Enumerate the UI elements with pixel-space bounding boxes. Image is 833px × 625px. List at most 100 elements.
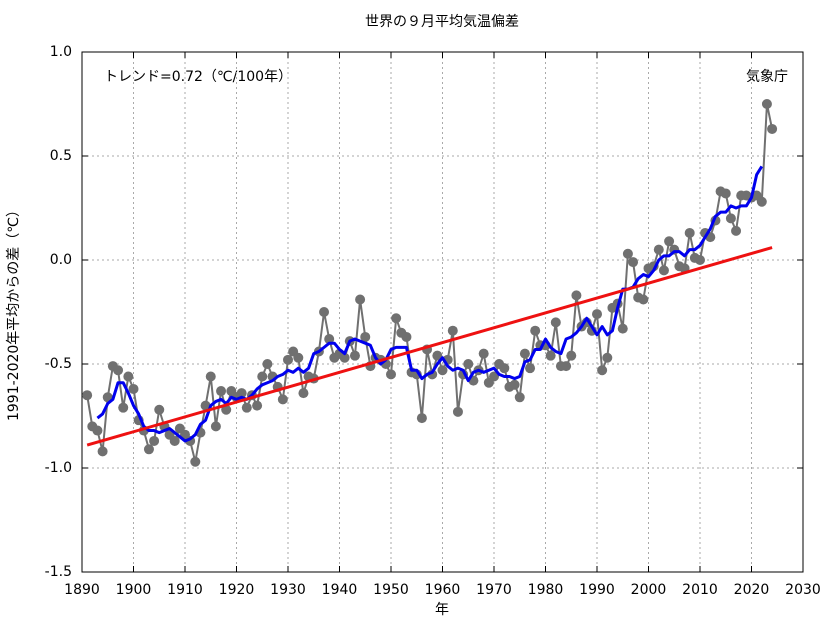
data-point (355, 294, 366, 305)
data-point (149, 435, 160, 446)
x-tick-label: 1920 (219, 582, 255, 598)
data-point (154, 404, 165, 415)
source-annotation: 気象庁 (746, 69, 788, 85)
data-point (756, 196, 767, 207)
data-point (653, 244, 664, 255)
data-point (489, 371, 499, 382)
data-point (298, 388, 309, 399)
data-point (767, 123, 778, 134)
data-point (190, 456, 201, 467)
x-tick-label: 1940 (322, 582, 358, 598)
data-point (277, 394, 288, 405)
y-tick-label: 0.0 (50, 252, 72, 268)
data-point (123, 371, 134, 382)
data-point (592, 309, 602, 320)
x-tick-label: 2030 (785, 582, 821, 598)
x-tick-label: 2000 (631, 582, 667, 598)
data-point (597, 365, 608, 376)
data-point (216, 386, 227, 397)
y-tick-label: -0.5 (45, 356, 72, 372)
data-point (658, 265, 669, 276)
data-point (252, 400, 263, 411)
data-point (545, 350, 556, 361)
data-point (761, 99, 772, 109)
data-point (319, 307, 330, 317)
data-point (241, 402, 252, 413)
data-point (97, 446, 108, 457)
data-point (143, 444, 154, 455)
trend-annotation: トレンド=0.72（℃/100年） (104, 69, 292, 85)
data-point (113, 365, 124, 376)
x-tick-label: 1970 (476, 582, 512, 598)
x-tick-label: 1910 (167, 582, 203, 598)
data-point (386, 369, 396, 380)
data-point (169, 435, 180, 446)
trend-line (86, 246, 773, 447)
data-point (628, 257, 639, 268)
data-point (463, 359, 474, 369)
y-axis-label: 1991-2020年平均からの差（℃） (6, 203, 22, 421)
data-point (128, 383, 139, 394)
data-point (339, 352, 350, 363)
data-point (293, 352, 304, 363)
data-point (452, 406, 463, 417)
data-point (638, 294, 649, 305)
x-axis-label: 年 (435, 602, 449, 618)
x-tick-label: 1960 (425, 582, 461, 598)
data-point (391, 313, 402, 324)
x-tick-label: 1930 (270, 582, 306, 598)
y-tick-label: -1.0 (45, 460, 72, 476)
data-point (550, 317, 561, 328)
data-point (731, 225, 742, 236)
data-point (566, 350, 577, 361)
x-tick-label: 1900 (116, 582, 152, 598)
data-point (525, 363, 536, 374)
data-point (92, 425, 103, 436)
data-point (200, 400, 211, 411)
data-point (210, 421, 221, 432)
data-point (447, 325, 458, 336)
data-point (695, 255, 705, 265)
data-point (360, 331, 371, 342)
data-point (324, 334, 335, 345)
x-tick-label: 1950 (373, 582, 409, 598)
data-point (509, 379, 520, 390)
data-point (499, 363, 510, 374)
data-point (432, 350, 443, 361)
y-tick-label: 1.0 (50, 44, 72, 60)
data-point (82, 390, 93, 401)
data-point (349, 350, 360, 361)
data-point (437, 365, 448, 376)
data-point (283, 354, 293, 365)
data-point (530, 325, 541, 336)
data-point (401, 331, 412, 342)
data-point (720, 188, 731, 199)
data-point (257, 371, 268, 382)
plot-frame (81, 51, 804, 573)
x-tick-label: 2010 (682, 582, 718, 598)
data-point (205, 371, 216, 382)
running-mean-line (96, 165, 764, 443)
x-tick-label: 1990 (579, 582, 615, 598)
data-point (602, 352, 613, 363)
chart-title: 世界の９月平均気温偏差 (365, 14, 519, 30)
x-tick-label: 2020 (734, 582, 770, 598)
x-tick-label: 1980 (528, 582, 564, 598)
data-point (561, 361, 572, 372)
y-tick-label: -1.5 (45, 564, 72, 580)
data-point (236, 388, 247, 399)
data-point (571, 290, 582, 301)
data-point (519, 348, 530, 359)
data-point (416, 413, 427, 424)
data-point (118, 402, 129, 413)
data-point (514, 392, 525, 403)
data-point (684, 227, 695, 238)
data-point (617, 323, 628, 334)
x-tick-label: 1890 (64, 582, 100, 598)
data-line (86, 103, 774, 463)
data-point (262, 359, 273, 369)
data-point (478, 348, 489, 359)
data-point (725, 213, 736, 224)
data-point (622, 248, 633, 259)
